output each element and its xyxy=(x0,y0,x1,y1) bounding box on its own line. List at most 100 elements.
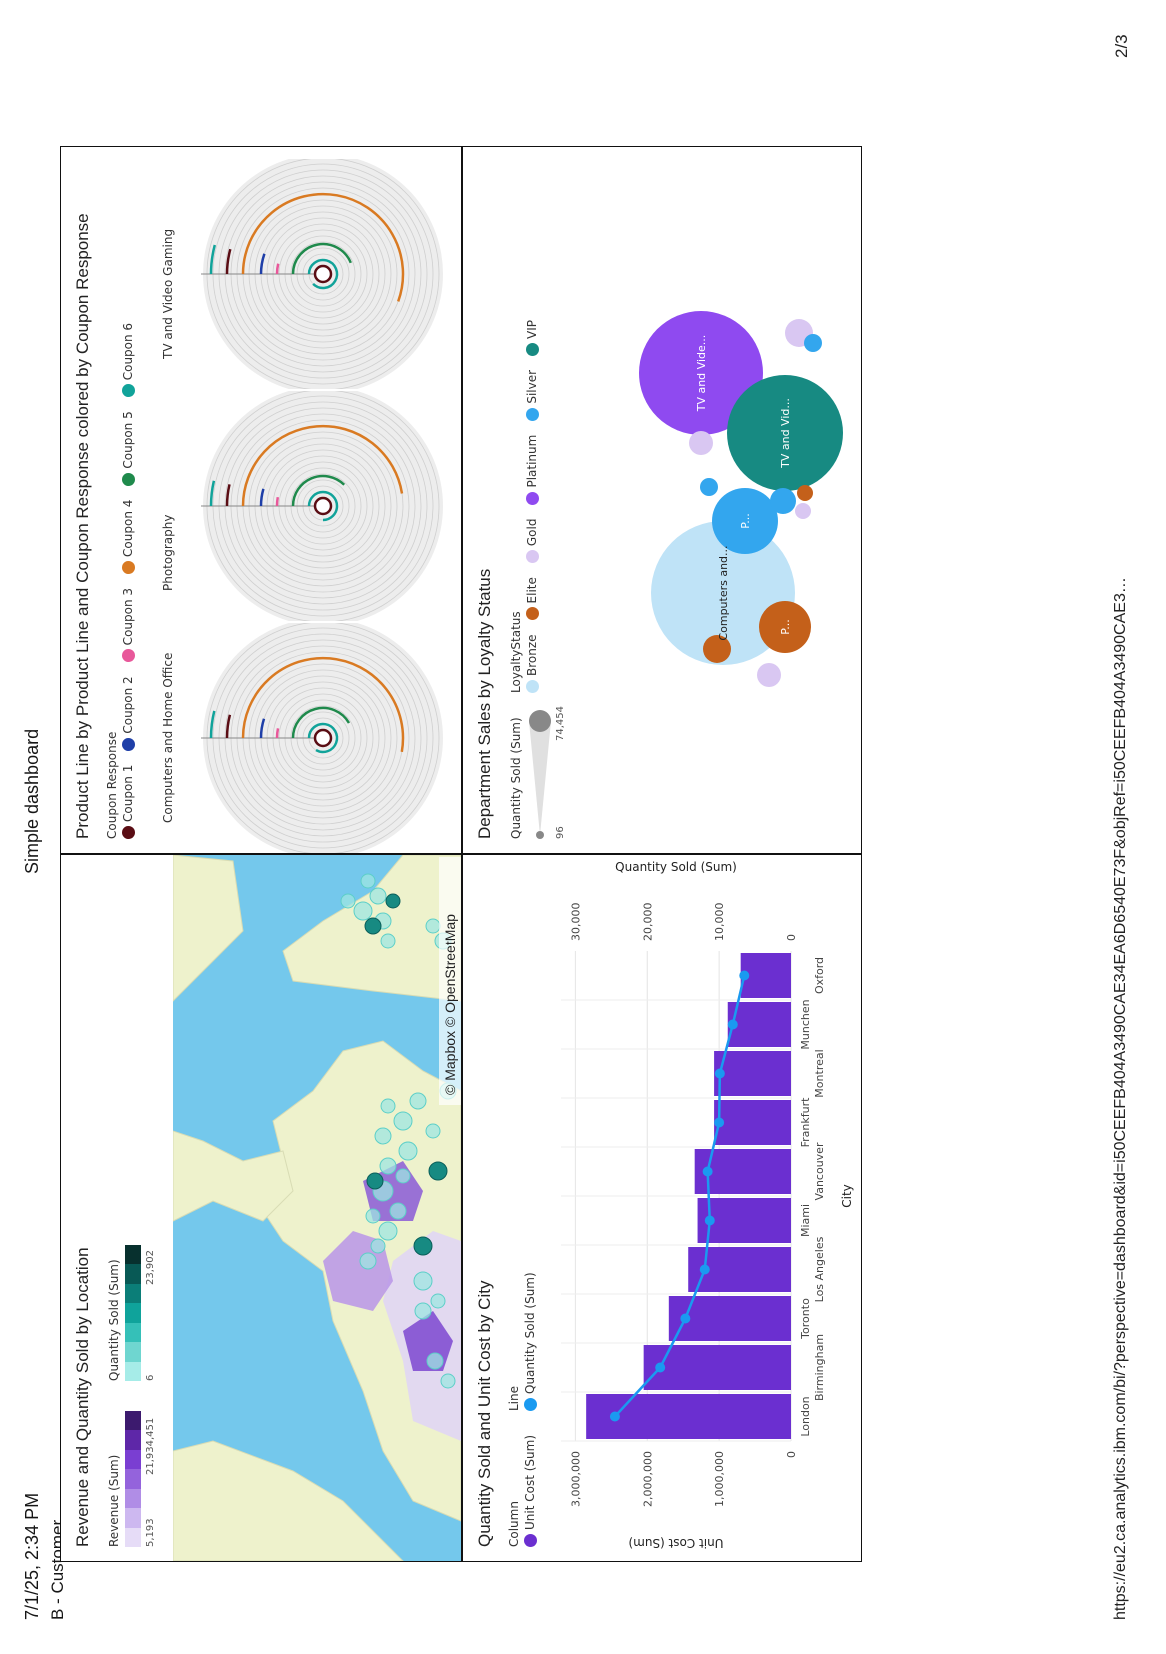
radial-center xyxy=(313,264,333,284)
legend-line-title: Line xyxy=(507,1385,521,1411)
combo-chart[interactable]: 0 1,000,000 2,000,000 3,000,000 0 10,000 20,00… xyxy=(541,855,861,1561)
legend-item-loyalty[interactable]: Gold xyxy=(525,519,539,564)
legend-item-coupon[interactable]: Coupon 5 xyxy=(121,411,135,486)
landmass-greenland xyxy=(173,1130,294,1222)
footer-url: https://eu2.ca.analytics.ibm.com/bi/?per… xyxy=(1112,577,1129,1620)
legend-item-loyalty[interactable]: Silver xyxy=(525,370,539,421)
line-point[interactable] xyxy=(609,1411,620,1422)
bar[interactable] xyxy=(727,1002,791,1047)
legend-swatch-icon xyxy=(523,1398,537,1411)
combo-panel: Quantity Sold and Unit Cost by City Colu… xyxy=(462,854,862,1562)
legend-item-loyalty[interactable]: VIP xyxy=(525,320,539,356)
bubble-legend: Bronze Elite Gold Platinum Silver VIP xyxy=(525,320,539,693)
y-right-tick: 20,000 xyxy=(641,903,654,942)
x-tick-label: Montreal xyxy=(813,1049,826,1097)
panel-title: Product Line by Product Line and Coupon … xyxy=(73,213,92,839)
bar[interactable] xyxy=(740,953,791,998)
legend-item-loyalty[interactable]: Elite xyxy=(525,577,539,621)
radial-arc xyxy=(225,714,232,739)
bubble-label: Computers and... xyxy=(717,545,730,640)
legend-item-coupon[interactable]: Coupon 3 xyxy=(121,587,135,663)
legend-item-coupon[interactable]: Coupon 2 xyxy=(121,676,135,751)
quantity-legend-scale xyxy=(125,1245,141,1381)
city-markers xyxy=(340,873,457,1389)
radial-legend: Coupon 1 Coupon 2 Coupon 3 Coupon 4 Coupon 5… xyxy=(121,323,135,839)
legend-item-coupon[interactable]: Coupon 4 xyxy=(121,500,135,574)
legend-swatch-icon xyxy=(121,737,135,751)
legend-swatch-icon xyxy=(525,407,539,421)
bar[interactable] xyxy=(668,1296,791,1341)
line-point[interactable] xyxy=(655,1362,666,1373)
legend-item-coupon[interactable]: Coupon 6 xyxy=(121,323,135,398)
panel-title: Quantity Sold and Unit Cost by City xyxy=(475,1280,494,1547)
radial-arc xyxy=(259,488,265,507)
line-point[interactable] xyxy=(704,1215,715,1226)
radial-chart-label: Computers and Home Office xyxy=(161,652,175,823)
bar[interactable] xyxy=(586,1394,791,1439)
bubble-small-gold-1 xyxy=(757,663,781,687)
legend-item-coupon[interactable]: Coupon 1 xyxy=(121,765,135,839)
bubble-label: TV and Vid... xyxy=(779,398,792,469)
y-left-tick: 3,000,000 xyxy=(569,1451,582,1507)
bubble-small-gold-2 xyxy=(689,431,713,455)
line-point[interactable] xyxy=(727,1019,738,1030)
radial-arc xyxy=(209,710,216,739)
line-point[interactable] xyxy=(702,1166,713,1177)
bar[interactable] xyxy=(643,1345,791,1390)
legend-item-loyalty[interactable]: Platinum xyxy=(525,435,539,505)
page-number: 2/3 xyxy=(1112,34,1131,58)
print-timestamp: 7/1/25, 2:34 PM xyxy=(22,1492,42,1620)
location-map[interactable]: © Mapbox © OpenStreetMap xyxy=(173,855,461,1561)
radial-arc xyxy=(275,263,280,275)
bar[interactable] xyxy=(688,1247,791,1292)
bubble-label: P... xyxy=(739,513,752,528)
x-tick-label: Munchen xyxy=(799,999,812,1049)
revenue-legend-min: 5,193 xyxy=(145,1518,156,1547)
legend-label: Coupon 3 xyxy=(121,587,135,646)
line-point[interactable] xyxy=(739,970,750,981)
radial-arc xyxy=(307,258,339,290)
quantity-legend-max: 23,902 xyxy=(145,1250,156,1285)
legend-label: Platinum xyxy=(525,434,539,488)
line-point[interactable] xyxy=(699,1264,710,1275)
bubble-p-elite xyxy=(759,601,811,653)
bubble-p-silver xyxy=(712,488,778,554)
bar[interactable] xyxy=(697,1198,791,1243)
radial-chart-label: Photography xyxy=(161,514,175,591)
bubble-small-elite xyxy=(703,635,731,663)
line-series xyxy=(613,975,746,1418)
legend-label: Bronze xyxy=(525,634,539,676)
bubble-label: TV and Vide... xyxy=(695,335,708,413)
quantity-legend-title: Quantity Sold (Sum) xyxy=(107,1259,121,1381)
bubble-tv-vip xyxy=(727,375,843,491)
legend-label: Coupon 2 xyxy=(121,676,135,734)
radial-arc xyxy=(291,474,346,507)
bubble-small-silver-1 xyxy=(804,334,822,352)
legend-swatch-icon xyxy=(525,607,539,621)
legend-item-loyalty[interactable]: Bronze xyxy=(525,634,539,693)
bar[interactable] xyxy=(714,1100,791,1145)
radial-chart[interactable] xyxy=(183,623,453,853)
radial-arc xyxy=(209,244,217,275)
x-tick-label: Toronto xyxy=(799,1298,812,1340)
line-point[interactable] xyxy=(714,1117,725,1128)
radial-chart[interactable] xyxy=(183,391,453,621)
legend-swatch-icon xyxy=(121,649,135,663)
map-panel: Revenue and Quantity Sold by Location Re… xyxy=(60,854,462,1562)
line-point[interactable] xyxy=(680,1313,691,1324)
revenue-legend-scale xyxy=(125,1411,141,1547)
bar[interactable] xyxy=(694,1149,791,1194)
x-tick-label: Los Angeles xyxy=(813,1236,826,1302)
legend-swatch-icon xyxy=(121,472,135,486)
legend-label: Coupon 5 xyxy=(121,411,135,469)
panel-title: Department Sales by Loyalty Status xyxy=(475,568,494,839)
legend-label: Gold xyxy=(525,518,539,547)
bubble-tv-platinum xyxy=(639,311,763,435)
line-point[interactable] xyxy=(714,1068,725,1079)
radial-chart[interactable] xyxy=(183,159,453,389)
legend-swatch-icon xyxy=(525,342,539,356)
legend-label: Coupon 1 xyxy=(121,764,135,822)
bar[interactable] xyxy=(714,1051,791,1096)
radial-arc xyxy=(209,480,216,507)
bubble-chart[interactable]: Computers and... TV and Vide... TV and V… xyxy=(573,147,861,853)
